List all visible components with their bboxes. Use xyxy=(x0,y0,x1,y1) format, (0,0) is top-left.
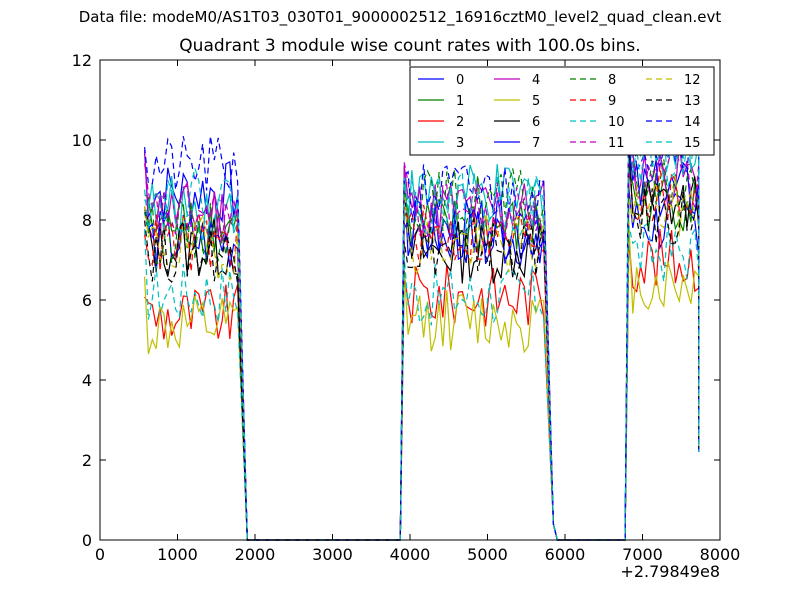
series-line-5 xyxy=(144,221,700,541)
x-tick-label: 0 xyxy=(95,545,105,564)
legend-label-15: 15 xyxy=(684,136,701,151)
legend-label-10: 10 xyxy=(608,115,625,130)
x-tick-label: 5000 xyxy=(467,545,508,564)
legend-label-3: 3 xyxy=(456,136,464,151)
legend-label-11: 11 xyxy=(608,136,625,151)
x-tick-label: 8000 xyxy=(700,545,741,564)
legend-label-4: 4 xyxy=(532,73,540,88)
y-tick-label: 0 xyxy=(82,531,92,550)
x-tick-label: 7000 xyxy=(622,545,663,564)
legend-label-13: 13 xyxy=(684,94,701,109)
x-tick-label: 2000 xyxy=(235,545,276,564)
y-tick-label: 12 xyxy=(72,51,92,70)
tick-layer: 0 1000 2000 3000 4000 5000 6000 7000 80000246810… xyxy=(72,51,741,564)
series-line-8 xyxy=(144,143,700,541)
x-tick-label: 4000 xyxy=(390,545,431,564)
legend-label-5: 5 xyxy=(532,94,540,109)
legend-label-14: 14 xyxy=(684,115,701,130)
series-line-6 xyxy=(144,148,700,541)
series-line-1 xyxy=(144,171,700,541)
series-line-11 xyxy=(144,149,700,541)
x-axis-offset-label: +2.79849e8 xyxy=(620,562,720,581)
legend-label-7: 7 xyxy=(532,136,540,151)
y-tick-label: 2 xyxy=(82,451,92,470)
legend-label-8: 8 xyxy=(608,73,616,88)
legend-label-9: 9 xyxy=(608,94,616,109)
figure-suptitle: Data file: modeM0/AS1T03_030T01_90000025… xyxy=(78,8,722,26)
series-line-3 xyxy=(144,119,700,541)
series-layer xyxy=(144,79,700,541)
legend-label-0: 0 xyxy=(456,73,464,88)
legend-label-6: 6 xyxy=(532,115,540,130)
series-line-7 xyxy=(144,143,700,541)
x-tick-label: 6000 xyxy=(545,545,586,564)
chart-title: Quadrant 3 module wise count rates with … xyxy=(179,36,641,56)
series-line-14 xyxy=(144,79,700,541)
y-tick-label: 8 xyxy=(82,211,92,230)
y-tick-label: 4 xyxy=(82,371,92,390)
legend-box xyxy=(409,66,715,156)
legend-label-1: 1 xyxy=(456,94,464,109)
x-tick-label: 3000 xyxy=(312,545,353,564)
series-line-2 xyxy=(144,228,700,541)
series-line-10 xyxy=(144,221,700,541)
x-tick-label: 1000 xyxy=(157,545,198,564)
series-line-12 xyxy=(144,176,700,541)
legend-label-12: 12 xyxy=(684,73,701,88)
legend-label-2: 2 xyxy=(456,115,464,130)
y-tick-label: 10 xyxy=(72,131,92,150)
y-tick-label: 6 xyxy=(82,291,92,310)
